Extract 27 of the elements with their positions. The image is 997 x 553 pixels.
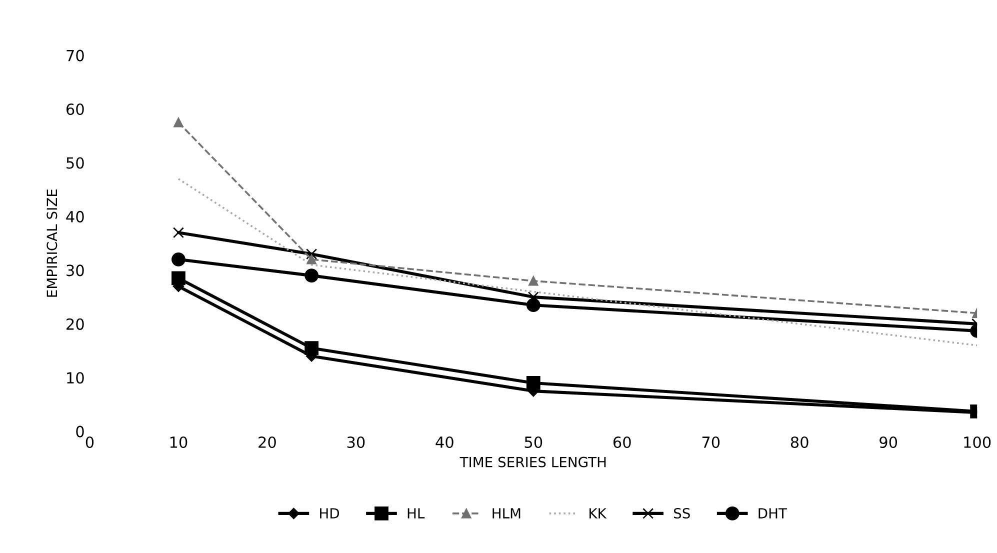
legend-label: DHT <box>758 508 788 518</box>
legend-label: HD <box>320 508 340 518</box>
y-tick-label: 50 <box>66 157 84 169</box>
x-tick-label: 40 <box>436 436 454 448</box>
x-tick-label: 0 <box>86 436 94 448</box>
x-tick-label: 30 <box>347 436 365 448</box>
y-tick-label: 40 <box>66 210 84 222</box>
y-tick-label: 0 <box>76 426 84 438</box>
x-tick-label: 10 <box>170 436 188 448</box>
x-tick-label: 80 <box>790 436 808 448</box>
legend-label: KK <box>590 508 607 518</box>
y-tick-label: 30 <box>66 264 84 276</box>
x-axis-title: TIME SERIES LENGTH <box>460 456 606 468</box>
legend-label: SS <box>674 508 690 519</box>
x-tick-label: 90 <box>880 436 898 448</box>
y-tick-label: 20 <box>66 318 84 330</box>
x-tick-label: 70 <box>702 436 720 448</box>
y-tick-label: 60 <box>66 103 84 116</box>
y-axis-title: EMPIRICAL SIZE <box>46 189 58 297</box>
legend-label: HLM <box>492 508 520 518</box>
x-tick-label: 60 <box>613 436 631 448</box>
x-tick-label: 50 <box>524 436 542 448</box>
legend-label: HL <box>408 508 425 518</box>
x-tick-label: 100 <box>964 436 991 448</box>
x-tick-label: 20 <box>258 436 276 448</box>
y-tick-label: 10 <box>67 372 84 384</box>
y-tick-label: 70 <box>66 50 84 62</box>
